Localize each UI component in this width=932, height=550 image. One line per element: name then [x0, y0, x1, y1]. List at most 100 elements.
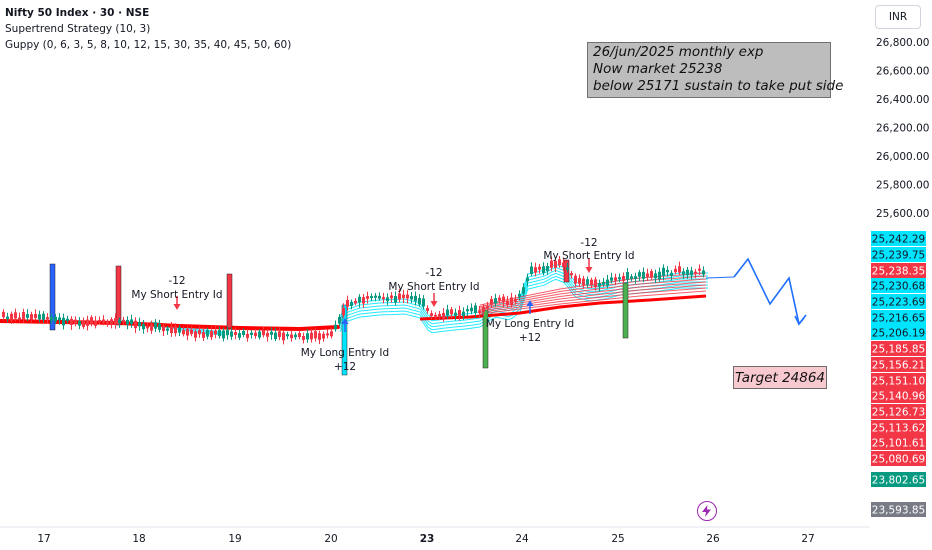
lightning-icon[interactable]	[697, 501, 717, 521]
candle-body	[470, 307, 473, 312]
candle-body	[42, 313, 45, 320]
candle-body	[46, 317, 49, 320]
price-axis[interactable]: 26,800.00 26,600.00 26,400.00 26,200.00 26,0…	[876, 37, 929, 220]
candle-body	[598, 283, 601, 287]
candle-body	[682, 271, 685, 275]
signal-bar	[226, 273, 233, 329]
signal-label-line2: My Short Entry Id	[388, 281, 479, 293]
candle-body	[426, 307, 429, 311]
candle-body	[238, 333, 241, 338]
candle-body	[542, 266, 545, 273]
candle-body	[422, 298, 425, 307]
candle-body	[110, 319, 113, 325]
candle-body	[194, 331, 197, 338]
signal-bar	[341, 304, 348, 376]
candle-body	[386, 297, 389, 302]
candle-body	[626, 271, 629, 280]
long-arrowhead-icon	[341, 318, 349, 324]
candle-body	[402, 294, 405, 299]
candle-body	[374, 295, 377, 298]
chart-legend: Nifty 50 Index · 30 · NSE Supertrend Str…	[5, 5, 291, 53]
candle-body	[690, 270, 693, 276]
symbol-title[interactable]: Nifty 50 Index · 30 · NSE	[5, 7, 150, 19]
signal-label-line1: -12	[168, 275, 185, 287]
candle-body	[62, 317, 65, 326]
indicator-guppy[interactable]: Guppy (0, 6, 3, 5, 8, 10, 12, 15, 30, 35…	[5, 39, 292, 51]
candle-body	[38, 314, 41, 320]
x-tick-label: 26	[706, 533, 720, 545]
candle-body	[274, 332, 277, 340]
candle-body	[2, 311, 5, 318]
candle-body	[406, 294, 409, 299]
x-tick-label: 27	[801, 533, 814, 545]
y-tick-label: 26,800.00	[876, 37, 929, 49]
candle-body	[338, 316, 341, 324]
candle-body	[86, 319, 89, 326]
candle-body	[622, 275, 625, 281]
price-badge-label: 25,216.65	[872, 313, 925, 325]
candle-body	[474, 305, 477, 313]
signal-label-line1: My Long Entry Id	[486, 318, 574, 330]
signal-label-line1: My Long Entry Id	[301, 347, 389, 359]
candle-body	[190, 329, 193, 335]
candle-body	[242, 330, 245, 336]
price-badge-label: 25,080.69	[872, 454, 925, 466]
candle-body	[234, 332, 237, 335]
candle-body	[534, 267, 537, 273]
candle-body	[506, 300, 509, 306]
indicator-supertrend[interactable]: Supertrend Strategy (10, 3)	[5, 23, 151, 35]
candle-body	[418, 297, 421, 305]
candle-body	[22, 311, 25, 320]
target-label[interactable]: Target 24864	[733, 366, 827, 389]
candle-body	[266, 332, 269, 337]
candle-body	[254, 332, 257, 337]
price-badge-label: 25,101.61	[872, 438, 925, 450]
price-badge-label: 25,140.96	[872, 391, 926, 403]
candle-body	[674, 268, 677, 273]
candle-body	[630, 276, 633, 279]
candle-body	[206, 329, 209, 337]
candle-body	[162, 325, 165, 332]
candle-body	[554, 260, 557, 268]
candle-body	[514, 298, 517, 302]
candle-body	[70, 318, 73, 326]
candle-body	[366, 296, 369, 299]
price-badge: 25,151.10	[871, 373, 926, 388]
candle-body	[26, 314, 29, 318]
price-badge: 25,223.69	[871, 294, 926, 309]
candle-body	[198, 330, 201, 335]
candle-body	[430, 313, 433, 317]
candle-body	[134, 320, 137, 329]
price-badge-label: 25,223.69	[872, 297, 925, 309]
candle-body	[126, 319, 129, 325]
candle-body	[50, 316, 53, 321]
y-tick-label: 26,400.00	[876, 94, 929, 106]
short-arrowhead-icon	[430, 301, 438, 307]
candle-body	[666, 269, 669, 273]
candle-body	[102, 319, 105, 323]
candle-body	[590, 279, 593, 286]
candle-body	[450, 309, 453, 315]
price-badges: 25,242.29 25,239.75 25,238.35 25,230.68 25,2…	[871, 231, 926, 517]
candle-body	[10, 313, 13, 321]
candle-body	[158, 323, 161, 330]
annotation-note[interactable]: 26/jun/2025 monthly exp Now market 25238…	[587, 42, 843, 98]
price-badge: 25,238.35	[871, 263, 926, 278]
x-tick-label: 24	[515, 533, 529, 545]
candle-body	[146, 325, 149, 329]
time-axis[interactable]: 17 18 19 20 23 24 25 26 27	[37, 533, 814, 545]
candle-body	[606, 279, 609, 286]
price-badge-label: 25,206.19	[872, 328, 925, 340]
candle-body	[222, 330, 225, 339]
candle-body	[282, 332, 285, 341]
candle-body	[262, 330, 265, 336]
candle-body	[654, 273, 657, 279]
candle-body	[362, 297, 365, 304]
long-entry-signal: My Long Entry Id +12	[486, 300, 574, 344]
guppy-slow-line	[479, 287, 707, 313]
candle-body	[414, 295, 417, 302]
currency-button[interactable]: INR	[875, 5, 921, 29]
candle-body	[286, 334, 289, 337]
candle-body	[546, 266, 549, 272]
